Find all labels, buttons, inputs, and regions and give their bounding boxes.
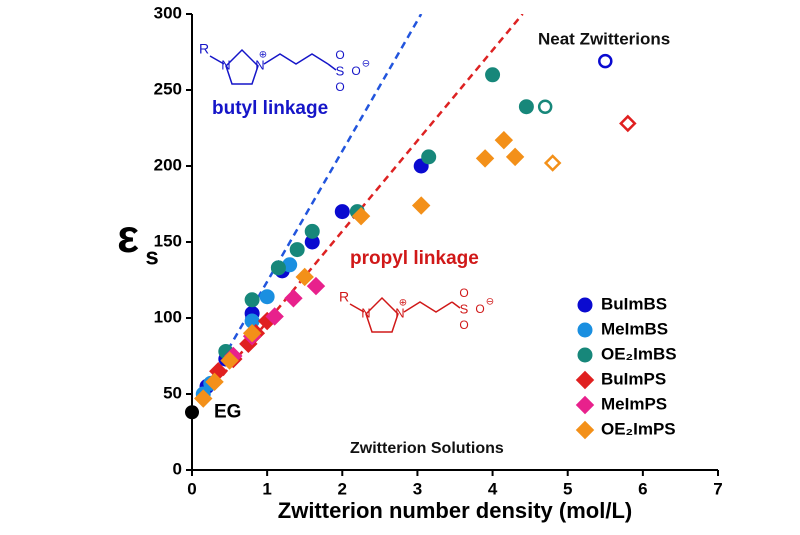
structure-label: N: [255, 57, 264, 72]
structure-label: R: [339, 289, 349, 305]
neat-point: [598, 53, 613, 69]
legend-marker: [575, 420, 595, 440]
x-tick-label: 4: [488, 479, 498, 498]
y-tick-label: 200: [154, 155, 182, 174]
legend-marker: [577, 347, 593, 363]
data-point: [505, 147, 525, 167]
x-tick-label: 2: [338, 479, 347, 498]
x-axis-label: Zwitterion number density (mol/L): [278, 498, 632, 523]
bond: [327, 63, 337, 71]
y-axis-label: ε: [117, 210, 139, 262]
structure: [349, 296, 461, 333]
x-tick-label: 3: [413, 479, 422, 498]
data-point: [265, 307, 284, 326]
structure-label: O: [335, 80, 344, 94]
annotation: butyl linkage: [212, 98, 328, 119]
legend-label: OE₂ImBS: [601, 344, 677, 363]
data-point: [242, 323, 262, 343]
legend-label: OE₂ImPS: [601, 419, 676, 438]
y-tick-label: 0: [173, 459, 182, 478]
annotation: Neat Zwitterions: [538, 29, 670, 48]
legend-label: BuImBS: [601, 294, 667, 313]
data-point: [244, 292, 260, 308]
legend-marker: [575, 370, 595, 390]
structure-label: S: [336, 63, 345, 78]
y-tick-label: 150: [154, 231, 182, 250]
data-point: [295, 267, 314, 287]
structure: [209, 48, 337, 85]
x-tick-label: 1: [262, 479, 271, 498]
y-tick-label: 300: [154, 3, 182, 22]
chain: [403, 301, 453, 313]
legend-label: MeImPS: [601, 394, 667, 413]
annotation: Zwitterion Solutions: [350, 440, 504, 457]
structure-label: N: [395, 305, 404, 320]
y-tick-label: 50: [163, 383, 182, 402]
neat-point: [537, 99, 553, 114]
y-axis-label-subscript: s: [145, 243, 158, 270]
structure-label: S: [460, 301, 469, 316]
structure-label: N: [221, 57, 230, 72]
bond: [349, 303, 365, 313]
legend-marker: [575, 395, 595, 415]
legend-marker: [577, 297, 593, 313]
structure-label: O: [459, 318, 468, 332]
data-point: [421, 149, 437, 165]
chain: [263, 53, 329, 65]
data-point: [351, 206, 371, 226]
reference-point: [185, 405, 199, 420]
legend-label: MeImBS: [601, 319, 668, 338]
data-point: [411, 196, 431, 215]
data-point: [334, 204, 350, 220]
structure-label: O: [335, 48, 344, 62]
structure-label: ⊕: [399, 298, 407, 309]
data-point: [194, 389, 213, 408]
data-point: [205, 372, 224, 392]
data-point: [518, 99, 534, 115]
neat-point: [619, 114, 637, 133]
reference-label: EG: [214, 401, 241, 422]
x-tick-label: 5: [563, 479, 572, 498]
data-point: [289, 242, 305, 258]
data-point: [270, 260, 286, 276]
structure-label: R: [199, 41, 209, 57]
y-tick-label: 250: [154, 79, 182, 98]
structure-label: O: [351, 64, 360, 78]
legend-marker: [577, 322, 593, 338]
bond: [209, 55, 225, 65]
x-tick-label: 0: [187, 479, 196, 498]
x-tick-label: 6: [638, 479, 647, 498]
structure-label: N: [361, 305, 370, 320]
data-point: [304, 223, 320, 239]
annotation: propyl linkage: [350, 248, 479, 269]
structure-label: ⊖: [486, 297, 494, 308]
data-point: [475, 149, 495, 168]
structure-label: ⊖: [362, 59, 370, 70]
bond: [451, 301, 461, 309]
data-point: [220, 351, 239, 370]
legend-label: BuImPS: [601, 369, 666, 388]
y-tick-label: 100: [154, 307, 182, 326]
neat-point: [543, 154, 562, 172]
structure-label: O: [475, 302, 484, 316]
data-point: [306, 276, 326, 296]
structure-label: O: [459, 286, 468, 300]
data-point: [284, 289, 303, 308]
x-tick-label: 7: [713, 479, 722, 498]
structure-label: ⊕: [259, 50, 267, 61]
data-point: [485, 67, 501, 83]
ring: [365, 296, 399, 333]
ring: [225, 48, 259, 85]
data-point: [494, 130, 514, 150]
data-point: [259, 289, 275, 305]
